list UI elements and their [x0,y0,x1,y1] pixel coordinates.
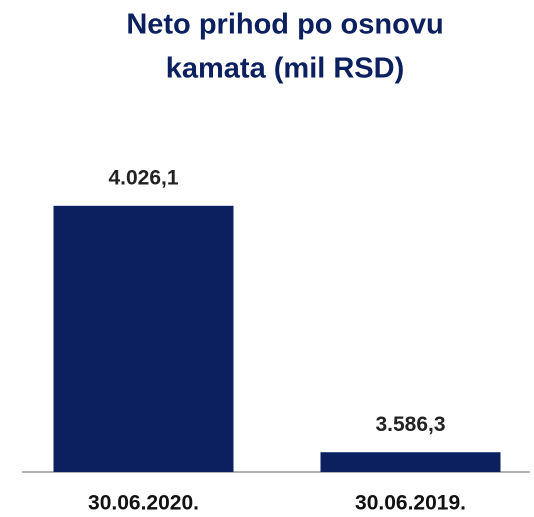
chart-title: Neto prihod po osnovu [126,9,443,41]
bar [53,205,234,472]
value-label: 3.586,3 [375,413,445,436]
x-tick-label: 30.06.2019. [355,492,466,515]
value-label: 4.026,1 [108,166,178,189]
bar [320,452,501,472]
x-tick-label: 30.06.2020. [88,492,199,515]
chart-title: kamata (mil RSD) [166,53,405,85]
